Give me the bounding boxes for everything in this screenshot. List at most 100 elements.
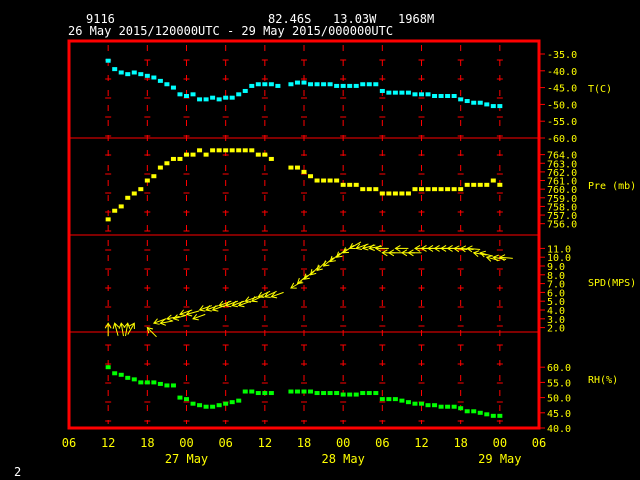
data-point-rh bbox=[497, 413, 503, 418]
wind-barb-head bbox=[237, 300, 245, 308]
y-tick-label: 2.0 bbox=[547, 324, 565, 335]
wind-barb-head bbox=[420, 244, 427, 252]
data-point-pres bbox=[334, 178, 340, 183]
data-point-temp bbox=[314, 82, 320, 87]
wind-barb bbox=[329, 252, 341, 263]
data-point-pres bbox=[268, 156, 274, 161]
wind-barb-shaft bbox=[166, 316, 180, 320]
y-tick-label: -40.0 bbox=[547, 67, 577, 78]
data-point-rh bbox=[477, 410, 483, 415]
data-point-pres bbox=[223, 148, 229, 153]
y-tick-label: 758.0 bbox=[547, 202, 577, 213]
data-point-temp bbox=[203, 97, 209, 102]
data-point-rh bbox=[327, 391, 333, 396]
x-tick-label: 00 bbox=[179, 436, 193, 450]
data-point-pres bbox=[340, 182, 346, 187]
data-point-temp bbox=[445, 94, 451, 98]
wind-barb-head bbox=[185, 309, 193, 317]
y-tick-label: 6.0 bbox=[547, 288, 565, 299]
wind-barb-head bbox=[179, 309, 186, 316]
data-point-temp bbox=[490, 104, 496, 109]
y-tick-label: 761.0 bbox=[547, 177, 577, 188]
station-id: 9116 bbox=[86, 12, 115, 26]
wind-barb-head bbox=[355, 243, 363, 250]
wind-barb bbox=[472, 250, 487, 258]
wind-barb-head bbox=[374, 244, 382, 252]
data-point-pres bbox=[419, 187, 424, 192]
wind-barb-shaft bbox=[303, 270, 315, 280]
y-tick-label: 11.0 bbox=[547, 244, 571, 255]
wind-barb-head bbox=[118, 322, 126, 329]
wind-barb bbox=[303, 270, 315, 280]
data-point-rh bbox=[144, 380, 150, 385]
wind-barb-shaft bbox=[173, 314, 187, 320]
wind-barb-shaft bbox=[499, 256, 513, 259]
data-point-temp bbox=[484, 102, 490, 107]
data-point-temp bbox=[112, 67, 118, 72]
wind-barb-head bbox=[472, 250, 480, 258]
data-point-rh bbox=[451, 404, 457, 409]
data-point-rh bbox=[425, 403, 431, 408]
wind-barb-shaft bbox=[160, 320, 174, 324]
data-point-temp bbox=[301, 80, 307, 85]
y-tick-label: 763.0 bbox=[547, 159, 577, 170]
data-point-pres bbox=[125, 195, 131, 200]
data-point-rh bbox=[236, 398, 242, 403]
data-point-temp bbox=[360, 82, 366, 87]
data-point-pres bbox=[242, 148, 248, 153]
wind-barb-shaft bbox=[232, 300, 245, 307]
wind-barb-head bbox=[231, 300, 239, 308]
wind-barb-head bbox=[165, 314, 173, 322]
data-point-rh bbox=[412, 401, 418, 406]
data-point-pres bbox=[197, 148, 203, 153]
wind-barb-head bbox=[104, 322, 112, 329]
data-point-pres bbox=[236, 148, 242, 153]
data-point-rh bbox=[458, 406, 464, 411]
data-point-rh bbox=[321, 391, 327, 396]
wind-barb-head bbox=[244, 296, 252, 303]
data-point-pres bbox=[399, 191, 405, 196]
data-point-temp bbox=[373, 82, 379, 87]
y-tick-label: 759.0 bbox=[547, 194, 577, 205]
wind-barb-head bbox=[128, 322, 135, 330]
x-tick-label: 06 bbox=[375, 436, 389, 450]
x-tick-label: 06 bbox=[218, 436, 232, 450]
data-point-rh bbox=[164, 383, 170, 388]
data-point-pres bbox=[184, 152, 189, 157]
wind-barb-head bbox=[433, 244, 440, 252]
data-point-pres bbox=[386, 191, 392, 196]
data-point-rh bbox=[405, 400, 411, 405]
wind-barb-head bbox=[270, 291, 278, 299]
data-point-rh bbox=[118, 372, 124, 377]
wind-barb-shaft bbox=[369, 245, 383, 249]
data-point-pres bbox=[432, 187, 438, 192]
station-location: 82.46S 13.03W 1968M bbox=[268, 12, 435, 26]
panel-label-temp: T(C) bbox=[588, 84, 612, 95]
data-point-pres bbox=[229, 148, 235, 153]
data-point-pres bbox=[379, 191, 385, 196]
data-point-rh bbox=[360, 391, 366, 396]
data-point-temp bbox=[236, 92, 242, 97]
wind-barb-head bbox=[453, 245, 460, 253]
wind-barb-head bbox=[263, 291, 271, 298]
wind-barb-head bbox=[303, 273, 310, 280]
data-point-temp bbox=[347, 83, 353, 88]
wind-barb bbox=[159, 318, 174, 326]
data-point-temp bbox=[105, 58, 111, 63]
data-point-pres bbox=[366, 187, 372, 192]
data-point-temp bbox=[419, 92, 424, 97]
data-point-temp bbox=[157, 78, 163, 83]
data-point-temp bbox=[425, 92, 431, 97]
data-point-rh bbox=[216, 403, 222, 408]
y-tick-label: 764.0 bbox=[547, 151, 577, 162]
wind-barb-head bbox=[335, 251, 343, 258]
wind-barb-head bbox=[192, 313, 199, 321]
wind-barb-head bbox=[466, 245, 473, 253]
wind-barb-head bbox=[394, 244, 401, 252]
y-tick-label: -55.0 bbox=[547, 117, 577, 128]
data-point-temp bbox=[275, 83, 281, 88]
wind-barb bbox=[118, 322, 126, 337]
wind-barb-shaft bbox=[349, 241, 362, 249]
wind-barb bbox=[172, 314, 187, 321]
